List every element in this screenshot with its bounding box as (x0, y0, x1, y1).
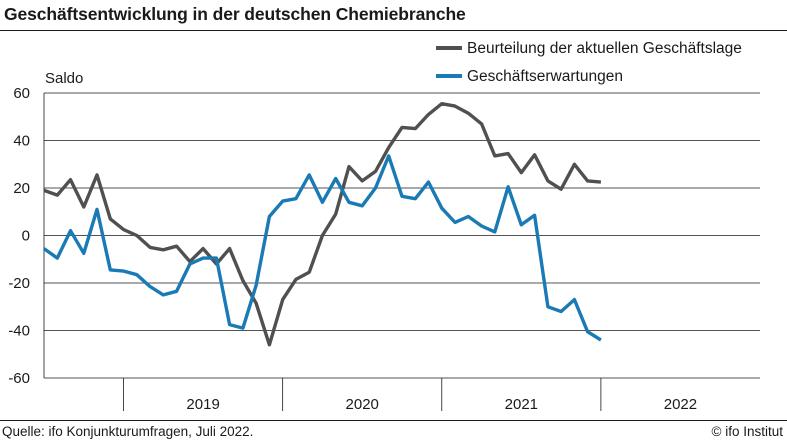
x-tick-label: 2021 (505, 396, 538, 413)
bottom-rule (0, 420, 787, 421)
y-tick-labels: 60 40 20 0 -20 -40 -60 (8, 85, 30, 387)
top-rule (0, 30, 787, 31)
x-tick-label: 2019 (186, 396, 219, 413)
legend-label: Beurteilung der aktuellen Geschäftslage (467, 40, 742, 57)
x-tick-label: 2020 (346, 396, 379, 413)
y-tick-label: -20 (8, 275, 30, 292)
y-tick-label: 0 (22, 228, 30, 245)
y-axis-label: Saldo (45, 70, 83, 87)
chart-title: Geschäftsentwicklung in der deutschen Ch… (4, 4, 466, 24)
legend: Beurteilung der aktuellen Geschäftslage G… (436, 40, 742, 85)
x-axis: 2019 2020 2021 2022 (43, 93, 697, 413)
series-line-1 (43, 101, 602, 347)
grid-lines (44, 92, 760, 379)
y-tick-label: 20 (13, 180, 30, 197)
y-tick-label: -40 (8, 323, 30, 340)
legend-label: Geschäftserwartungen (467, 68, 623, 85)
series-line-2 (43, 154, 602, 342)
copyright-note: © ifo Institut (711, 424, 783, 439)
source-note: Quelle: ifo Konjunkturumfragen, Juli 202… (2, 424, 254, 439)
series-lines (43, 101, 602, 347)
y-tick-label: 60 (13, 85, 30, 102)
y-tick-label: -60 (8, 370, 30, 387)
x-tick-label: 2022 (664, 396, 697, 413)
y-tick-label: 40 (13, 133, 30, 150)
